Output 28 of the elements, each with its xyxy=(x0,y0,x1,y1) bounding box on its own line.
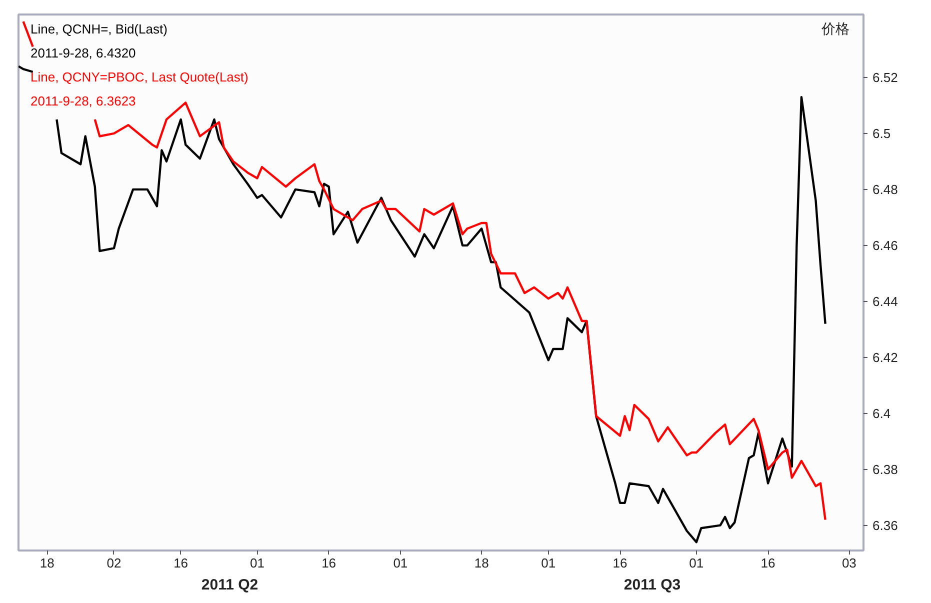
y-tick-label: 6.48 xyxy=(872,182,898,197)
y-tick-label: 6.36 xyxy=(872,518,898,533)
series-label: Line, QCNY=PBOC, Last Quote(Last) xyxy=(30,70,248,84)
x-tick-label: 01 xyxy=(250,556,264,570)
y-tick-label: 6.38 xyxy=(872,462,898,477)
y-tick-label: 6.42 xyxy=(872,350,898,365)
annotation: 2011-9-28, 6.4320 xyxy=(30,46,136,60)
y-tick-label: 6.5 xyxy=(872,126,891,141)
y-tick-label: 6.44 xyxy=(872,294,898,309)
x-tick-label: 16 xyxy=(174,556,188,570)
x-tick-label: 02 xyxy=(106,556,122,570)
x-tick-label: 01 xyxy=(541,556,556,570)
x-tick-label: 16 xyxy=(322,556,336,570)
x-tick-label: 16 xyxy=(760,556,776,570)
y-tick-label: 6.46 xyxy=(872,238,898,253)
x-tick-label: 01 xyxy=(689,556,704,570)
text: Line, QCNH=, Bid(Last) xyxy=(30,22,168,36)
text: 2011 Q2 xyxy=(201,576,258,594)
text: 2011 Q3 xyxy=(624,576,681,594)
y-tick-label: 6.52 xyxy=(872,70,898,85)
x-tick-label: 01 xyxy=(393,556,408,570)
x-tick-label: 18 xyxy=(474,556,489,570)
x-tick-label: 16 xyxy=(612,556,628,570)
annotation: 2011-9-28, 6.3623 xyxy=(30,94,136,108)
x-tick-label: 03 xyxy=(842,556,856,570)
y-tick-label: 6.4 xyxy=(872,406,891,421)
x-tick-label: 18 xyxy=(40,556,54,570)
y-axis-title: 价格 xyxy=(820,20,850,36)
